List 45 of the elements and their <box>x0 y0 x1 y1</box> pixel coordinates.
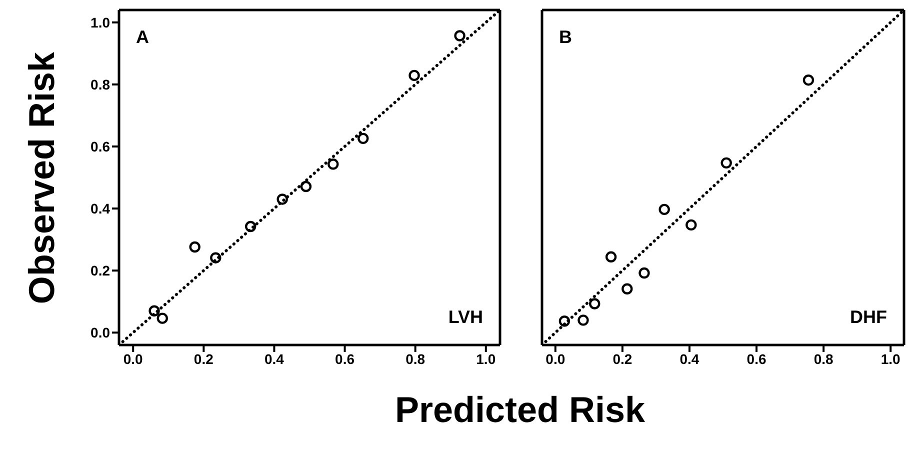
point <box>276 194 288 205</box>
point <box>622 283 633 294</box>
point <box>638 267 650 279</box>
annotation: A <box>136 27 149 48</box>
y-tick-label: 0.8 <box>90 76 110 92</box>
point <box>578 314 589 326</box>
x-tick-label: 1.0 <box>476 350 496 367</box>
point <box>454 30 466 42</box>
point <box>589 298 600 310</box>
point <box>686 219 697 231</box>
x-tick-label: 0.6 <box>335 350 355 367</box>
y-tick-label: 1.0 <box>90 14 110 30</box>
x-tick-label: 0.0 <box>546 350 566 367</box>
x-tick-label: 0.2 <box>612 350 632 367</box>
x-axis-title: Predicted Risk <box>394 389 646 431</box>
point <box>156 312 168 324</box>
point <box>802 74 814 86</box>
point <box>658 204 670 216</box>
x-tick-label: 0.8 <box>814 350 834 367</box>
x-tick-label: 0.6 <box>746 350 766 367</box>
y-axis-title: Observed Risk <box>21 52 63 304</box>
point <box>300 180 312 192</box>
annotation: LVH <box>448 307 483 328</box>
point <box>408 70 420 82</box>
y-tick-label: 0.4 <box>90 200 110 216</box>
point <box>558 316 570 327</box>
y-tick-label: 0.0 <box>90 324 110 341</box>
y-tick-label: 0.6 <box>90 138 110 154</box>
x-tick-label: 0.0 <box>123 350 144 367</box>
point <box>328 158 339 170</box>
x-tick-label: 0.4 <box>680 350 700 367</box>
x-tick-label: 0.4 <box>264 350 284 367</box>
x-tick-label: 0.8 <box>406 350 426 367</box>
x-tick-label: 1.0 <box>880 350 901 367</box>
x-tick-label: 0.2 <box>194 350 214 367</box>
point <box>210 252 222 264</box>
point <box>605 251 617 263</box>
point <box>244 220 256 232</box>
point <box>720 157 732 169</box>
annotation: DHF <box>850 307 887 328</box>
y-tick-label: 0.2 <box>90 262 110 279</box>
point <box>148 305 160 316</box>
annotation: B <box>559 27 572 48</box>
point <box>358 132 369 144</box>
point <box>189 241 200 253</box>
